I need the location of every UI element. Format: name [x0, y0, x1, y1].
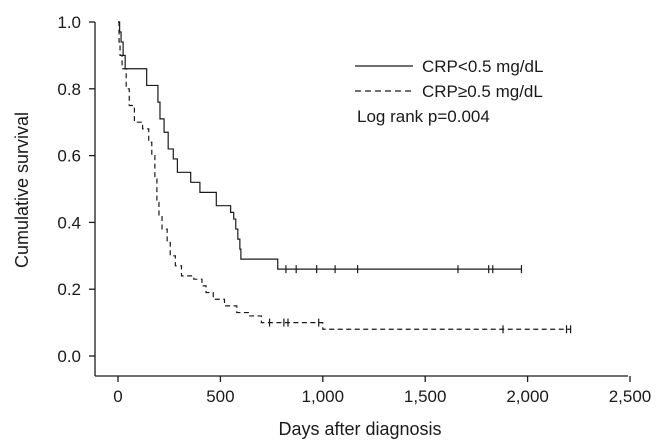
y-tick-label: 0.6 — [57, 147, 81, 166]
y-tick-label: 0.2 — [57, 280, 81, 299]
x-tick-label: 1,000 — [302, 387, 345, 406]
logrank-annotation: Log rank p=0.004 — [357, 107, 490, 126]
x-tick-label: 500 — [206, 387, 234, 406]
legend-label-crp-low: CRP<0.5 mg/dL — [422, 57, 543, 76]
x-tick-label: 1,500 — [404, 387, 447, 406]
y-tick-label: 0.8 — [57, 80, 81, 99]
survival-curve-crp-high — [118, 21, 571, 330]
x-tick-label: 2,500 — [609, 387, 652, 406]
y-axis-ticks: 0.0 0.2 0.4 0.6 0.8 1.0 — [57, 13, 95, 366]
y-axis-title: Cumulative survival — [12, 112, 32, 268]
x-tick-label: 0 — [113, 387, 122, 406]
legend-label-crp-high: CRP≥0.5 mg/dL — [422, 82, 543, 101]
y-tick-label: 1.0 — [57, 13, 81, 32]
y-tick-label: 0.0 — [57, 347, 81, 366]
x-axis-ticks: 0 500 1,000 1,500 2,000 2,500 — [113, 376, 651, 406]
y-tick-label: 0.4 — [57, 213, 81, 232]
legend: CRP<0.5 mg/dL CRP≥0.5 mg/dL Log rank p=0… — [355, 57, 543, 126]
x-axis-title: Days after diagnosis — [278, 419, 441, 439]
x-tick-label: 2,000 — [506, 387, 549, 406]
survival-curve-crp-low — [118, 21, 522, 270]
series-layer — [118, 21, 572, 334]
